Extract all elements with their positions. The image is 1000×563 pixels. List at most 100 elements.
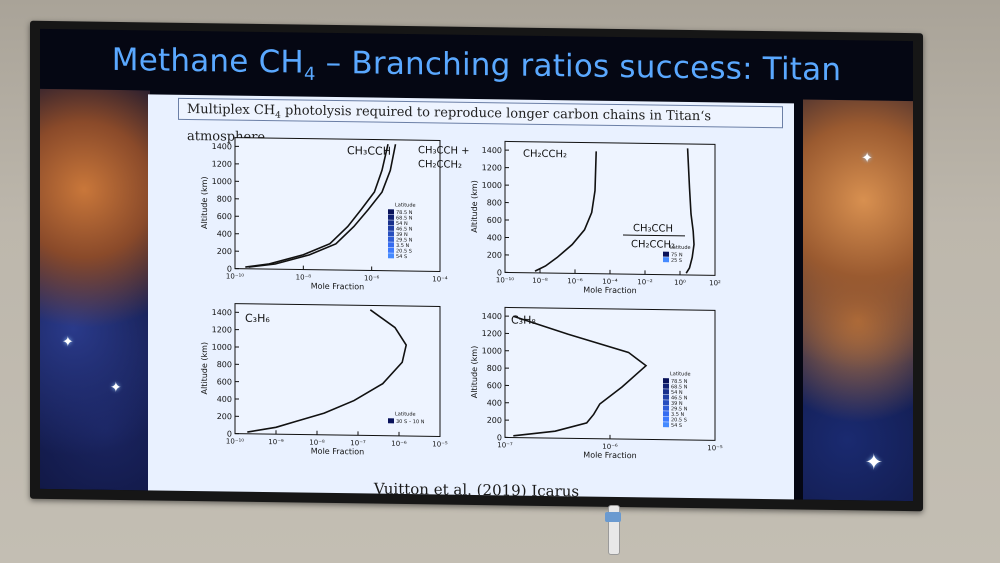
series-label-ch2cch2: CH₂CCH₂ xyxy=(523,149,567,161)
series-line xyxy=(247,309,408,433)
y-tick-label: 0 xyxy=(227,265,232,274)
legend-swatch xyxy=(388,209,394,215)
y-tick-label: 200 xyxy=(487,416,502,425)
plot-top-right: 0 200 400 600 800 1000 1200 1400 10⁻¹⁰ 10⁻⁸ 10⁻⁶ 10… xyxy=(470,140,721,295)
x-tick-label: 10⁻¹⁰ xyxy=(496,276,514,284)
y-tick-label: 1400 xyxy=(212,142,232,151)
legend-swatch xyxy=(663,378,669,384)
y-tick-label: 1000 xyxy=(212,343,232,352)
x-axis-label: Mole Fraction xyxy=(583,285,636,295)
legend-entry: 54 N xyxy=(671,390,683,396)
y-tick-label: 1200 xyxy=(212,325,232,334)
legend-entry: 29.5 N xyxy=(396,237,413,243)
x-axis-label: Mole Fraction xyxy=(311,282,364,292)
legend-entry: 3.5 N xyxy=(396,243,410,249)
legend-swatch xyxy=(663,389,669,395)
legend-swatch xyxy=(663,383,669,389)
legend-entry: 54 S xyxy=(671,423,682,429)
y-tick-label: 400 xyxy=(217,229,232,238)
legend-title: Latitude xyxy=(670,245,691,251)
x-tick-label: 10⁻⁶ xyxy=(364,274,380,282)
legend-entry: 54 N xyxy=(396,221,408,227)
y-tick-label: 800 xyxy=(487,364,502,373)
y-tick-label: 800 xyxy=(217,360,232,369)
y-tick-label: 400 xyxy=(487,398,502,407)
legend-entry: 30 S – 10 N xyxy=(396,419,425,425)
legend-title: Latitude xyxy=(395,202,416,208)
y-tick-label: 600 xyxy=(217,212,232,221)
y-tick-label: 1200 xyxy=(482,329,502,338)
y-tick-label: 800 xyxy=(487,198,502,207)
legend-swatch xyxy=(388,225,394,231)
y-tick-label: 0 xyxy=(227,430,232,439)
y-tick-label: 1000 xyxy=(482,346,502,355)
series-line xyxy=(245,143,389,268)
legend-title: Latitude xyxy=(670,371,691,377)
x-tick-label: 10⁰ xyxy=(674,279,686,287)
legend-entry: 54 S xyxy=(396,254,407,260)
y-tick-label: 600 xyxy=(487,381,502,390)
legend-entry: 68.5 N xyxy=(396,215,413,221)
x-tick-label: 10⁻¹⁰ xyxy=(226,273,244,281)
x-tick-label: 10² xyxy=(709,279,721,287)
y-tick-label: 1000 xyxy=(212,177,232,186)
x-tick-label: 10⁻⁸ xyxy=(532,277,548,285)
y-tick-label: 1200 xyxy=(212,160,232,169)
ratio-label-denominator: CH₂CCH₂ xyxy=(631,239,675,251)
legend-entry: 46.5 N xyxy=(396,226,413,232)
x-tick-label: 10⁻⁹ xyxy=(268,438,284,446)
x-axis-label: Mole Fraction xyxy=(583,450,636,460)
x-tick-label: 10⁻² xyxy=(637,278,653,286)
x-tick-label: 10⁻⁷ xyxy=(350,439,366,447)
series-line xyxy=(513,315,648,437)
y-tick-label: 1400 xyxy=(482,312,502,321)
y-tick-label: 0 xyxy=(497,433,502,442)
legend-swatch xyxy=(388,236,394,242)
legend-swatch xyxy=(388,253,394,259)
legend-swatch xyxy=(663,257,669,263)
x-tick-label: 10⁻⁴ xyxy=(432,275,448,283)
legend-swatch xyxy=(663,405,669,411)
y-tick-label: 200 xyxy=(217,247,232,256)
legend-swatch xyxy=(663,416,669,422)
y-tick-label: 200 xyxy=(487,251,502,260)
y-axis-label: Altitude (km) xyxy=(470,180,479,233)
series-label-ch3cch: CH₃CCH xyxy=(347,144,391,158)
legend-entry: 78.5 N xyxy=(671,379,688,385)
ratio-label-numerator: CH₃CCH xyxy=(633,223,673,235)
ratio-bar xyxy=(623,234,685,237)
legend-entry: 78.5 N xyxy=(396,210,413,216)
y-tick-label: 400 xyxy=(487,233,502,242)
y-tick-label: 1200 xyxy=(482,163,502,172)
x-tick-label: 10⁻⁵ xyxy=(707,444,723,452)
legend-swatch xyxy=(663,251,669,257)
x-tick-label: 10⁻⁸ xyxy=(296,273,312,281)
tv-monitor: ✦ ✦ ✦ ✦ Methane CH4 – Branching ratios s… xyxy=(30,20,923,512)
legend-entry: 3.5 N xyxy=(671,412,685,418)
x-tick-label: 10⁻¹⁰ xyxy=(226,438,244,446)
y-tick-label: 1000 xyxy=(482,181,502,190)
hdmi-cable xyxy=(605,505,621,555)
y-tick-label: 800 xyxy=(217,195,232,204)
y-tick-label: 400 xyxy=(217,395,232,404)
plot-bottom-left: 0 200 400 600 800 1000 1200 1400 10⁻¹⁰ 10⁻⁹ 10⁻⁸ 10… xyxy=(200,303,448,456)
y-tick-label: 0 xyxy=(497,268,502,277)
y-tick-label: 1400 xyxy=(212,308,232,317)
legend-swatch xyxy=(388,214,394,220)
y-tick-label: 200 xyxy=(217,412,232,421)
series-label-c3h6: C₃H₆ xyxy=(245,312,270,325)
legend-entry: 39 N xyxy=(671,401,683,407)
y-axis-label: Altitude (km) xyxy=(200,176,209,229)
legend-swatch xyxy=(388,242,394,248)
x-tick-label: 10⁻⁶ xyxy=(567,277,583,285)
y-axis-label: Altitude (km) xyxy=(470,346,479,399)
legend-entry: 46.5 N xyxy=(671,395,688,401)
legend-title: Latitude xyxy=(395,411,416,417)
y-tick-label: 600 xyxy=(217,377,232,386)
y-axis-label: Altitude (km) xyxy=(200,342,209,395)
x-tick-label: 10⁻⁴ xyxy=(602,278,618,286)
legend-swatch xyxy=(388,418,394,424)
legend-entry: 25 S xyxy=(671,258,682,264)
legend-entry: 68.5 N xyxy=(671,384,688,390)
legend-entry: 29.5 N xyxy=(671,406,688,412)
